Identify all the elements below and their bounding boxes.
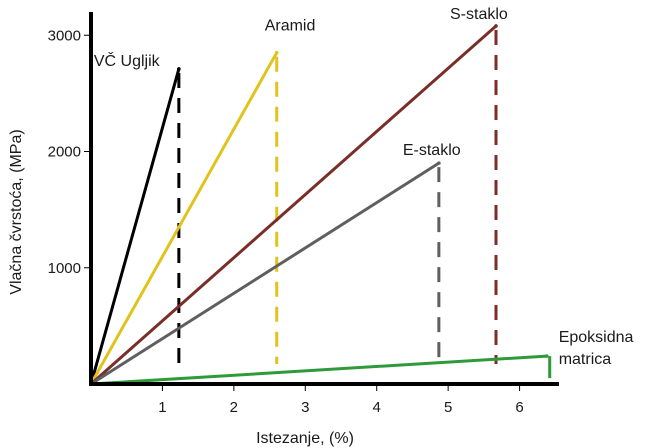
y-tick-label: 2000 (48, 144, 81, 161)
x-tick-label: 3 (301, 399, 309, 416)
series-endpoint-aramid (274, 50, 279, 55)
series-label-e-staklo: E-staklo (403, 142, 461, 159)
tick-layer: 1 2 3 4 5 6 1000 2000 3000 (48, 27, 524, 416)
x-tick-label: 6 (515, 399, 523, 416)
y-tick-label: 3000 (48, 27, 81, 44)
series-line-aramid (89, 51, 279, 386)
x-tick-label: 1 (158, 399, 166, 416)
x-tick-label: 5 (444, 399, 452, 416)
x-axis-title: Istezanje, (%) (256, 430, 354, 447)
series-label-aramid: Aramid (265, 18, 316, 35)
series-label-vc-ugljik: VČ Ugljik (94, 51, 161, 70)
series-label-layer: VČ Ugljik Aramid S-staklo E-staklo Epoksidna… (94, 6, 634, 368)
series-layer (89, 24, 552, 386)
series-label-s-staklo: S-staklo (450, 6, 508, 23)
series-label-line: Epoksidna (559, 329, 634, 346)
y-axis-title: Vlačna čvrstoća, (MPa) (8, 129, 25, 294)
series-label-epoksidna-matrica: Epoksidna matrica (559, 329, 634, 368)
x-tick-label: 4 (373, 399, 381, 416)
series-endpoint-e-staklo (437, 161, 441, 165)
series-label-line: matrica (559, 351, 612, 368)
x-tick-label: 2 (230, 399, 238, 416)
series-line-vc-ugljik (89, 67, 181, 386)
y-tick-label: 1000 (48, 260, 81, 277)
series-line-epoksidna-matrica (89, 354, 549, 386)
series-endpoint-epoksidna-matrica (544, 354, 549, 358)
series-endpoint-vc-ugljik (177, 67, 181, 71)
series-endpoint-s-staklo (494, 24, 498, 28)
series-line-s-staklo (89, 24, 498, 386)
series-line-e-staklo (89, 161, 441, 386)
